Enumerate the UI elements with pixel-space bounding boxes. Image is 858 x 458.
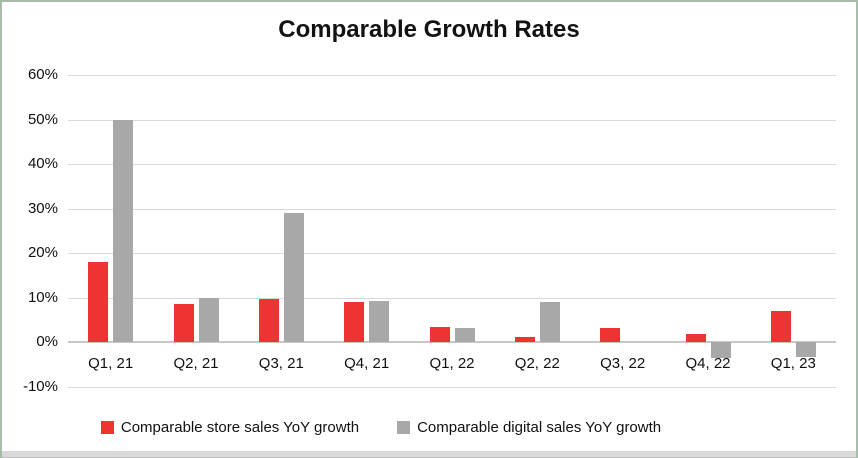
y-tick-label: 30% xyxy=(27,199,58,217)
bar-series2-q1-22 xyxy=(454,328,475,343)
legend-item-2: Comparable digital sales YoY growth xyxy=(397,419,661,436)
gridline xyxy=(68,253,836,255)
bar-series1-q1-22 xyxy=(429,327,450,343)
y-tick-label: -10% xyxy=(22,378,58,395)
bar-series2-q4-21 xyxy=(369,301,390,343)
legend-swatch-icon xyxy=(100,420,114,434)
x-tick-label: Q4, 22 xyxy=(685,355,731,373)
bar-series2-q2-21 xyxy=(198,297,219,343)
y-tick-label: 60% xyxy=(27,66,58,83)
y-tick-label: 10% xyxy=(27,288,58,306)
bar-series1-q3-21 xyxy=(258,299,279,343)
gridline xyxy=(68,387,836,388)
x-tick-label: Q2, 21 xyxy=(173,355,219,373)
bar-series2-q1-21 xyxy=(113,119,134,343)
bar-series1-q2-21 xyxy=(173,303,194,343)
gridline xyxy=(68,75,836,76)
y-tick-label: 50% xyxy=(27,110,58,128)
plot-area xyxy=(68,75,836,388)
bar-series2-q2-22 xyxy=(539,302,560,343)
x-tick-label: Q2, 22 xyxy=(514,355,560,373)
y-tick-label: 20% xyxy=(27,244,58,262)
bar-series2-q3-21 xyxy=(283,213,304,343)
y-tick-label: 40% xyxy=(27,155,58,173)
bar-series1-q2-22 xyxy=(514,336,535,343)
window-bottom-edge xyxy=(2,451,856,458)
bar-series1-q3-22 xyxy=(600,328,621,343)
gridline xyxy=(68,164,836,166)
legend-label: Comparable digital sales YoY growth xyxy=(417,418,662,436)
x-tick-label: Q1, 22 xyxy=(429,355,475,373)
x-tick-label: Q1, 21 xyxy=(88,355,134,373)
chart-title: Comparable Growth Rates xyxy=(278,16,580,43)
legend-item-1: Comparable store sales YoY growth xyxy=(100,418,360,436)
bar-series1-q4-21 xyxy=(344,302,365,343)
x-tick-label: Q3, 22 xyxy=(600,355,646,373)
legend-label: Comparable store sales YoY growth xyxy=(120,418,360,436)
bar-series1-q1-21 xyxy=(88,262,109,343)
gridline xyxy=(68,297,836,299)
x-tick-label: Q3, 21 xyxy=(258,355,304,373)
bar-series1-q1-23 xyxy=(770,311,791,343)
bar-series1-q4-22 xyxy=(685,333,706,343)
legend-swatch-icon xyxy=(397,420,411,434)
gridline xyxy=(68,208,836,210)
x-tick-label: Q4, 21 xyxy=(344,355,390,373)
y-tick-label: 0% xyxy=(36,333,58,351)
bar-series2-q4-22 xyxy=(710,342,731,358)
x-tick-label: Q1, 23 xyxy=(770,355,816,373)
bar-series2-q1-23 xyxy=(795,342,816,357)
zero-axis-line xyxy=(68,341,836,344)
gridline xyxy=(68,119,836,121)
legend: Comparable store sales YoY growth Compara… xyxy=(2,416,808,438)
